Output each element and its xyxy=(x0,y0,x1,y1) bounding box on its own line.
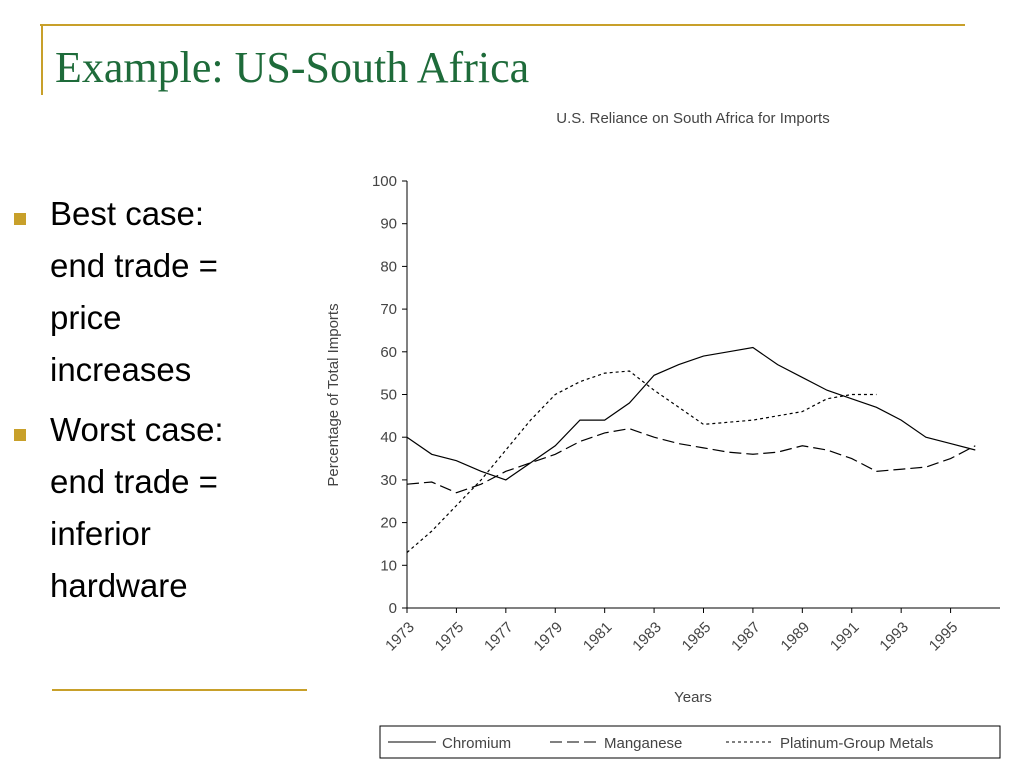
bullet-text: Worst case: xyxy=(50,411,224,448)
y-tick-label: 0 xyxy=(389,600,397,617)
x-tick-label: 1979 xyxy=(530,619,566,655)
y-tick-label: 100 xyxy=(372,173,397,190)
y-tick-label: 20 xyxy=(380,515,397,532)
bullet-text: end trade = xyxy=(50,463,218,500)
y-tick-label: 40 xyxy=(380,429,397,446)
series-line xyxy=(406,370,877,553)
x-tick-label: 1993 xyxy=(876,619,912,655)
y-tick-label: 90 xyxy=(380,216,397,233)
bullet-text: inferior xyxy=(50,515,151,552)
legend-box xyxy=(379,725,1001,759)
x-tick-label: 1987 xyxy=(728,619,764,655)
legend-label: Platinum-Group Metals xyxy=(780,735,933,752)
x-tick-label: 1995 xyxy=(926,619,962,655)
x-axis-label: Years xyxy=(674,689,712,706)
bullet-text: price xyxy=(50,299,122,336)
bullet-text: hardware xyxy=(50,567,188,604)
x-tick-label: 1989 xyxy=(778,619,814,655)
chart-title: U.S. Reliance on South Africa for Import… xyxy=(556,110,829,127)
x-tick-label: 1981 xyxy=(580,619,616,655)
x-tick-label: 1975 xyxy=(432,619,468,655)
y-tick-label: 50 xyxy=(380,387,397,404)
y-tick-label: 30 xyxy=(380,472,397,489)
bullet-text: end trade = xyxy=(50,247,218,284)
y-tick-label: 60 xyxy=(380,344,397,361)
x-tick-label: 1977 xyxy=(481,619,517,655)
y-axis-label: Percentage of Total Imports xyxy=(325,303,342,486)
x-tick-label: 1985 xyxy=(679,619,715,655)
y-tick-label: 80 xyxy=(380,258,397,275)
x-tick-label: 1983 xyxy=(629,619,665,655)
bullet-marker xyxy=(14,213,26,225)
x-tick-label: 1973 xyxy=(382,619,418,655)
bullet-text: Best case: xyxy=(50,195,204,232)
legend-label: Manganese xyxy=(604,735,682,752)
legend-label: Chromium xyxy=(442,735,511,752)
series-line xyxy=(406,428,976,494)
bullet-text: increases xyxy=(50,351,191,388)
bullet-marker xyxy=(14,429,26,441)
x-tick-label: 1991 xyxy=(827,619,863,655)
y-tick-label: 70 xyxy=(380,301,397,318)
y-tick-label: 10 xyxy=(380,557,397,574)
series-line xyxy=(406,346,976,481)
slide-title: Example: US-South Africa xyxy=(55,43,529,92)
